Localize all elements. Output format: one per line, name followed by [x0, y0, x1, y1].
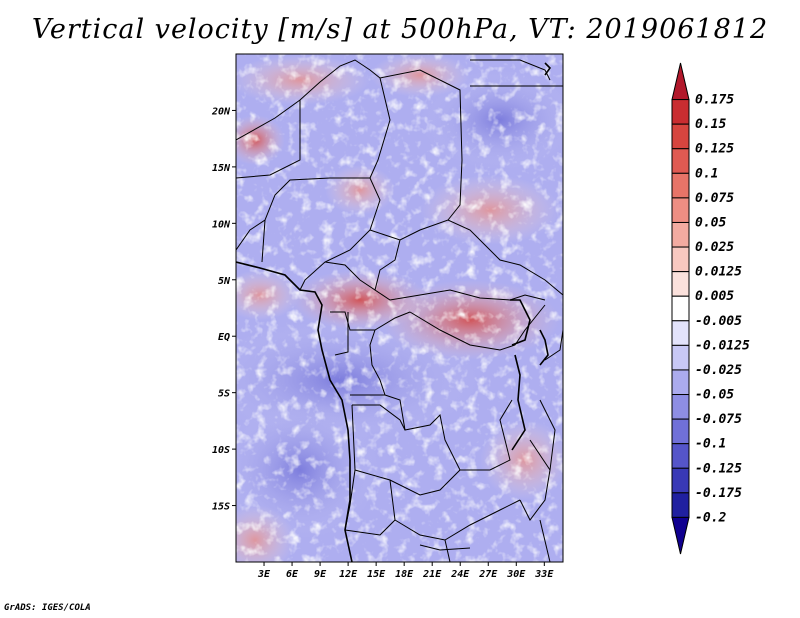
colorbar-label: -0.05: [695, 388, 734, 403]
coastlines: [236, 62, 552, 562]
colorbar-label: 0.15: [695, 117, 726, 132]
lon-tick-label: 9E: [314, 569, 327, 580]
colorbar-label: 0.025: [695, 240, 734, 255]
colorbar-swatch: [671, 123, 690, 150]
lat-tick-label: 10S: [212, 445, 230, 456]
colorbar-swatch: [671, 418, 690, 445]
lon-tick-label: 24E: [450, 569, 470, 580]
colorbar-label: -0.025: [695, 363, 742, 378]
colorbar-label: -0.0125: [695, 338, 750, 353]
colorbar-swatch: [671, 99, 690, 125]
colorbar-swatch: [671, 246, 690, 273]
colorbar-label: 0.1: [695, 166, 718, 181]
field-layer: [236, 54, 563, 562]
colorbar-swatch: [671, 516, 690, 555]
colorbar-label: 0.175: [695, 93, 734, 108]
colorbar-label: -0.125: [695, 461, 742, 476]
lat-tick-label: 10N: [212, 219, 231, 230]
lon-tick-label: 21E: [422, 569, 442, 580]
colorbar-swatch: [671, 344, 690, 371]
lat-tick-label: 15S: [212, 502, 230, 513]
lon-tick-label: 6E: [286, 569, 299, 580]
colorbar-label: -0.2: [695, 510, 726, 525]
colorbar-label: 0.075: [695, 191, 734, 206]
colorbar-swatch: [671, 320, 690, 346]
colorbar-label: 0.05: [695, 215, 726, 230]
colorbar-swatch: [671, 271, 690, 297]
map-frame: [235, 53, 564, 563]
colorbar: 0.175 0.15 0.125 0.1 0.075 0.05 0.025 0.0125 0.0…: [671, 62, 750, 555]
lat-tick-label: 5N: [218, 276, 231, 287]
lat-tick-label: 5S: [218, 389, 230, 400]
colorbar-label: 0.005: [695, 289, 734, 304]
lon-tick-label: 30E: [506, 569, 526, 580]
lon-tick-label: 18E: [395, 569, 414, 580]
lat-tick-label: 15N: [212, 163, 231, 174]
colorbar-label: -0.075: [695, 412, 742, 427]
colorbar-swatch: [671, 443, 690, 469]
colorbar-label: -0.1: [695, 437, 726, 452]
colorbar-label: 0.125: [695, 142, 734, 157]
latitude-axis: 20N 15N 10N 5N EQ 5S 10S 15S: [211, 106, 236, 513]
country-borders: [236, 59, 563, 562]
colorbar-swatch: [671, 62, 690, 101]
lon-tick-label: 15E: [367, 569, 386, 580]
footer-credit: GrADS: IGES/COLA: [4, 603, 91, 613]
colorbar-swatch: [671, 492, 690, 518]
colorbar-swatch: [671, 172, 690, 199]
lat-tick-label: EQ: [218, 332, 230, 343]
chart-title: Vertical velocity [m/s] at 500hPa, VT: 2…: [31, 14, 769, 45]
colorbar-swatch: [671, 467, 690, 494]
lon-tick-label: 12E: [339, 569, 358, 580]
colorbar-swatch: [671, 148, 690, 174]
colorbar-swatch: [671, 369, 690, 396]
colorbar-swatch: [671, 295, 690, 322]
colorbar-label: -0.175: [695, 486, 742, 501]
lon-tick-label: 33E: [534, 569, 554, 580]
colorbar-swatch: [671, 221, 690, 248]
colorbar-swatch: [671, 197, 690, 223]
lat-tick-label: 20N: [211, 106, 231, 117]
colorbar-swatch: [671, 394, 690, 420]
colorbar-label: -0.005: [695, 314, 742, 329]
longitude-axis: 3E 6E 9E 12E 15E 18E 21E 24E 27E 30E 33E: [257, 562, 554, 580]
colorbar-label: 0.0125: [695, 265, 742, 280]
lon-tick-label: 27E: [478, 569, 498, 580]
lon-tick-label: 3E: [257, 569, 271, 580]
